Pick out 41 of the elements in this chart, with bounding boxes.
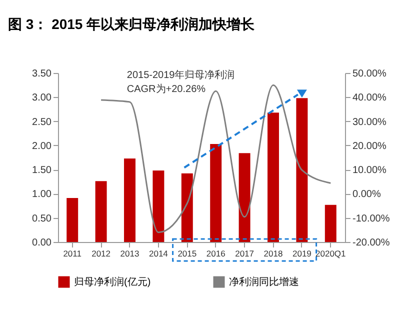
bar: [181, 173, 193, 242]
y-tick-label: 2.00: [32, 140, 52, 152]
annotation: 2015-2019年归母净利润: [126, 69, 235, 81]
y2-tick-label: 0.00%: [352, 189, 381, 200]
y2-tick-label: 10.00%: [352, 165, 387, 176]
y-tick-label: 1.00: [32, 189, 52, 200]
y-tick-label: 3.50: [32, 68, 52, 80]
bar: [268, 112, 279, 242]
chart-title: 图 3： 2015 年以来归母净利润加快增长: [8, 16, 256, 32]
bar: [66, 198, 78, 242]
x-tick-label: 2020Q1: [316, 248, 346, 258]
y2-tick-label: -10.00%: [352, 213, 390, 224]
x-tick-label: 2013: [120, 248, 140, 258]
bar: [124, 158, 136, 242]
y-tick-label: 3.00: [32, 92, 52, 104]
y-tick-label: 0.50: [32, 213, 52, 224]
y-tick-label: 0.00: [32, 238, 52, 248]
legend-label: 归母净利润(亿元): [74, 276, 151, 288]
x-tick-label: 2017: [235, 248, 254, 258]
legend-label: 净利润同比增速: [229, 276, 299, 288]
annotation: CAGR为+20.26%: [126, 83, 206, 95]
y2-tick-label: 50.00%: [352, 68, 387, 80]
y-tick-label: 2.50: [32, 116, 52, 128]
x-tick-label: 2019: [292, 248, 312, 258]
x-tick-label: 2015: [178, 248, 197, 258]
bar: [152, 170, 164, 242]
y2-tick-label: 30.00%: [352, 116, 387, 128]
x-tick-label: 2011: [63, 248, 82, 258]
y2-tick-label: -20.00%: [352, 238, 390, 248]
y2-tick-label: 40.00%: [352, 92, 387, 104]
bar: [238, 153, 250, 242]
y-tick-label: 1.50: [32, 165, 52, 176]
x-tick-label: 2014: [148, 248, 168, 258]
bar: [210, 144, 222, 242]
x-tick-label: 2018: [264, 248, 283, 258]
x-tick-label: 2016: [206, 248, 226, 258]
bar: [324, 204, 336, 242]
x-tick-label: 2012: [92, 248, 111, 258]
bar: [95, 181, 107, 242]
line-series: [100, 84, 332, 234]
y2-tick-label: 20.00%: [352, 140, 387, 152]
